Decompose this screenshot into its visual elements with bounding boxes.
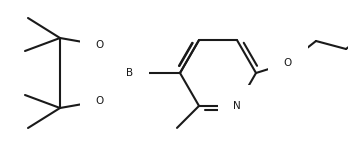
Text: O: O [96, 40, 104, 50]
Text: N: N [233, 101, 241, 111]
Text: B: B [126, 68, 134, 78]
Text: O: O [96, 96, 104, 106]
Text: O: O [284, 58, 292, 68]
